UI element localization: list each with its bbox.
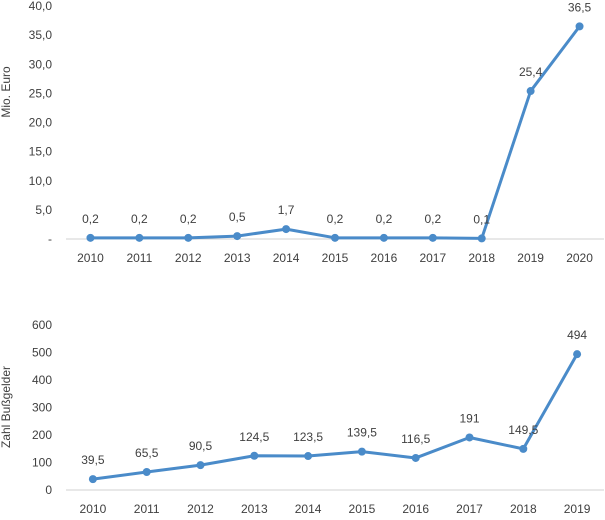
- data-point: [573, 350, 582, 359]
- data-label: 1,7: [278, 203, 295, 217]
- series-line: [90, 25, 581, 240]
- x-tick-label: 2014: [295, 502, 322, 515]
- x-tick-label: 2015: [322, 251, 349, 265]
- data-point: [575, 22, 584, 31]
- data-point: [465, 433, 474, 442]
- x-tick-label: 2010: [80, 502, 107, 515]
- data-point: [357, 447, 366, 456]
- data-point: [526, 87, 535, 96]
- data-point: [477, 234, 486, 243]
- y-tick-label: 40,0: [29, 0, 53, 13]
- data-label: 25,4: [519, 65, 543, 79]
- chart-fines-count: Zahl Bußgelder 0 100 200 300 400 500 600 2010 201…: [0, 318, 604, 516]
- x-tick-label: 2012: [175, 251, 202, 265]
- data-label: 0,2: [180, 212, 197, 226]
- data-label: 124,5: [239, 430, 269, 444]
- data-point: [331, 233, 339, 242]
- y-tick-label: 300: [32, 401, 52, 415]
- data-point: [86, 233, 95, 242]
- data-point: [282, 225, 291, 234]
- data-label: 494: [567, 328, 587, 342]
- x-tick-label: 2013: [241, 502, 268, 515]
- data-label: 123,5: [293, 430, 323, 444]
- y-tick-label: 10,0: [29, 174, 53, 188]
- y-tick-label: 5,0: [35, 203, 52, 217]
- x-tick-label: 2016: [402, 502, 429, 515]
- data-label: 116,5: [401, 432, 430, 446]
- x-tick-label: 2013: [224, 251, 251, 265]
- data-label: 65,5: [135, 446, 159, 460]
- x-tick-label: 2017: [456, 502, 483, 515]
- x-tick-label: 2014: [273, 251, 300, 265]
- data-point: [519, 444, 528, 453]
- x-tick-label: 2011: [126, 251, 152, 265]
- x-tick-label: 2020: [566, 251, 593, 265]
- y-tick-label: 20,0: [29, 116, 53, 130]
- x-tick-label: 2012: [187, 502, 214, 515]
- y-tick-label: 25,0: [29, 86, 53, 100]
- x-tick-label: 2010: [77, 251, 104, 265]
- y-tick-label: 600: [32, 318, 52, 332]
- x-tick-label: 2017: [419, 251, 446, 265]
- data-label: 0,2: [82, 212, 99, 226]
- data-point: [411, 453, 420, 462]
- data-label: 36,5: [568, 0, 592, 14]
- y-tick-label: 15,0: [29, 145, 53, 159]
- data-label: 139,5: [347, 426, 377, 440]
- y-tick-label: 0: [45, 483, 52, 497]
- data-point: [250, 451, 259, 460]
- x-tick-label: 2016: [371, 251, 398, 265]
- data-point: [428, 233, 437, 242]
- data-label: 39,5: [81, 453, 105, 467]
- data-point: [196, 461, 205, 470]
- data-point: [88, 475, 97, 484]
- x-tick-label: 2018: [468, 251, 495, 265]
- data-label: 0,2: [376, 212, 393, 226]
- chart-fines-amount: Mio. Euro - 5,0 10,0 15,0 20,0 25,0 30,0 35,0 40,…: [0, 0, 604, 265]
- data-point: [135, 233, 144, 242]
- data-point: [379, 233, 388, 242]
- data-point: [184, 233, 193, 242]
- data-point: [233, 232, 242, 241]
- data-label: 191: [459, 411, 479, 425]
- data-point: [304, 452, 313, 461]
- x-tick-label: 2019: [564, 502, 591, 515]
- data-label: 0,5: [229, 210, 246, 224]
- y-axis-title: Zahl Bußgelder: [0, 366, 13, 448]
- x-tick-label: 2015: [349, 502, 376, 515]
- x-tick-label: 2018: [510, 502, 537, 515]
- y-tick-label: -: [48, 232, 52, 246]
- data-label: 90,5: [189, 439, 213, 453]
- y-tick-label: 400: [32, 373, 52, 387]
- data-label: 0,2: [327, 212, 344, 226]
- y-tick-label: 500: [32, 346, 52, 360]
- data-label: 0,2: [131, 212, 148, 226]
- y-tick-label: 100: [32, 456, 52, 470]
- y-tick-label: 35,0: [29, 28, 53, 42]
- y-tick-label: 30,0: [29, 57, 53, 71]
- y-tick-label: 200: [32, 428, 52, 442]
- y-axis-title: Mio. Euro: [0, 66, 13, 118]
- data-label: 149,5: [508, 423, 538, 437]
- x-tick-label: 2011: [134, 502, 160, 515]
- x-tick-label: 2019: [517, 251, 544, 265]
- data-label: 0,1: [473, 212, 490, 226]
- series-line: [92, 353, 579, 481]
- data-label: 0,2: [424, 212, 441, 226]
- data-point: [142, 467, 151, 476]
